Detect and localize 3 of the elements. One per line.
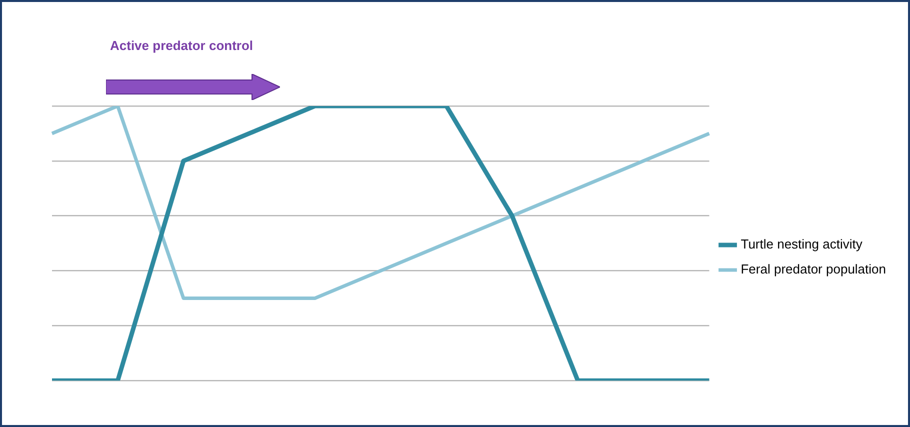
text: Active predator control [110, 38, 254, 53]
legend-label: Feral predator population [740, 262, 886, 277]
legend-label: Turtle nesting activity [740, 236, 863, 252]
